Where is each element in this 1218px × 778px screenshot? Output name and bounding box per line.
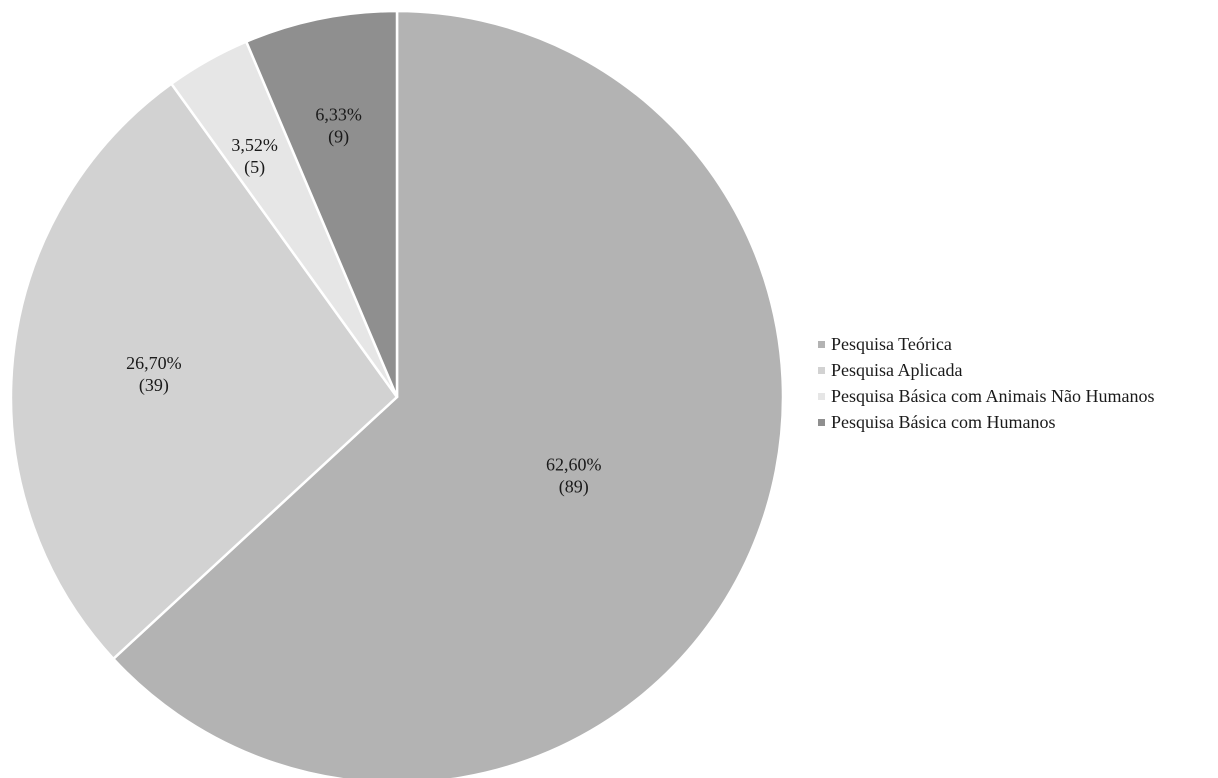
legend-item: Pesquisa Aplicada	[818, 357, 1218, 383]
legend-label: Pesquisa Básica com Humanos	[831, 412, 1056, 432]
legend-swatch	[818, 340, 825, 348]
slice-percent-label: 6,33%	[315, 105, 362, 125]
legend-label: Pesquisa Aplicada	[831, 360, 963, 380]
pie-slice-3	[245, 9, 399, 399]
slice-count-label: (5)	[244, 157, 265, 178]
chart-legend: Pesquisa Teórica Pesquisa Aplicada Pesquis…	[818, 331, 1218, 435]
legend-item: Pesquisa Básica com Animais Não Humanos	[818, 383, 1218, 409]
legend-item: Pesquisa Teórica	[818, 331, 1218, 357]
slice-percent-label: 26,70%	[126, 353, 182, 373]
slice-percent-label: 62,60%	[546, 454, 602, 474]
legend-swatch	[818, 366, 825, 374]
legend-label: Pesquisa Básica com Animais Não Humanos	[831, 386, 1155, 406]
pie-slices	[9, 9, 785, 778]
slice-count-label: (89)	[559, 476, 589, 497]
legend-swatch	[818, 418, 825, 426]
slice-percent-label: 3,52%	[231, 135, 278, 155]
legend-swatch	[818, 392, 825, 400]
pie-labels: 62,60%(89) 26,70%(39) 3,52%(5) 6,33%(9)	[126, 105, 601, 498]
legend-item: Pesquisa Básica com Humanos	[818, 409, 1218, 435]
legend-label: Pesquisa Teórica	[831, 334, 952, 354]
pie-slice-1	[9, 82, 399, 661]
pie-slice-0	[112, 9, 785, 778]
slice-count-label: (9)	[328, 127, 349, 148]
slice-count-label: (39)	[139, 375, 169, 396]
